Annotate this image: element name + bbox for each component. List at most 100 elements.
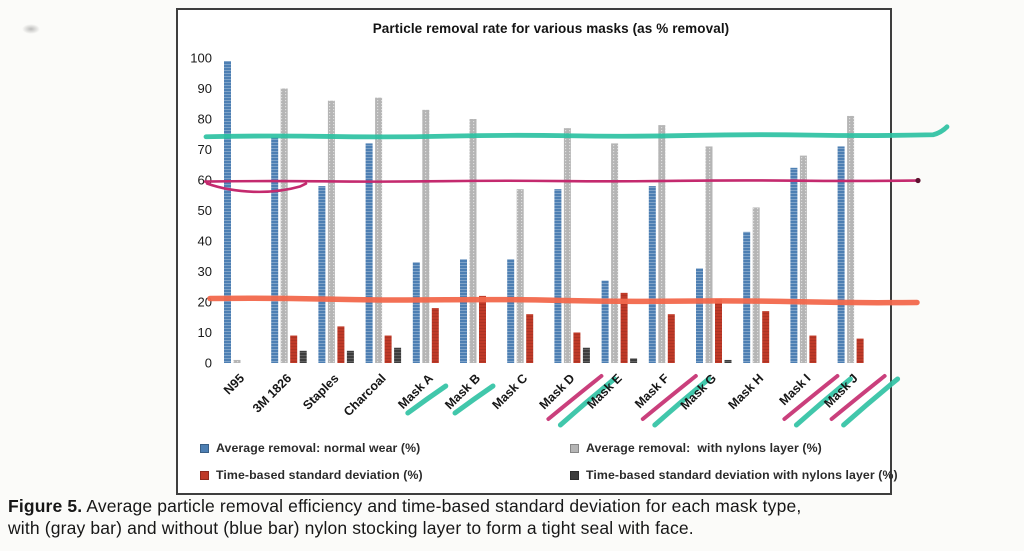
bar xyxy=(658,125,666,363)
bar xyxy=(743,231,751,363)
bar xyxy=(224,61,231,364)
bar xyxy=(375,97,383,364)
bar xyxy=(384,335,392,363)
bar xyxy=(573,332,581,363)
teal-underline-mark xyxy=(405,383,449,416)
x-axis-category-label: Mask E xyxy=(584,371,624,411)
x-axis-category-label: Mask J xyxy=(821,371,860,410)
legend-label: Time-based standard deviation with nylon… xyxy=(586,468,898,482)
legend-item-with-nylons: Average removal: with nylons layer (%) xyxy=(570,441,822,455)
teal-underline-mark xyxy=(452,383,496,416)
bar xyxy=(346,350,354,363)
bar xyxy=(847,115,855,363)
x-axis-category-label: 3M 1826 xyxy=(250,371,294,415)
bar xyxy=(790,167,798,363)
legend-label: Time-based standard deviation (%) xyxy=(216,468,423,482)
bar xyxy=(611,143,619,363)
x-axis-category-label: Staples xyxy=(300,371,341,412)
bar xyxy=(460,259,467,363)
legend-swatch-gray-icon xyxy=(570,443,579,453)
teal-marker-line xyxy=(203,124,950,140)
legend-item-std-deviation-nylons: Time-based standard deviation with nylon… xyxy=(570,468,898,482)
bar xyxy=(337,326,345,363)
bar xyxy=(394,347,402,363)
x-axis-category-label: Mask G xyxy=(678,371,719,412)
bar xyxy=(431,308,439,363)
bar xyxy=(290,335,298,363)
teal-underline-mark xyxy=(841,376,901,428)
y-axis-tick-label: 10 xyxy=(198,325,212,340)
bar xyxy=(327,100,335,363)
bar xyxy=(563,128,571,363)
bar xyxy=(696,268,703,363)
x-axis-category-label: Mask D xyxy=(537,371,578,412)
bar xyxy=(799,155,807,363)
bar xyxy=(412,262,420,363)
bar xyxy=(299,350,307,363)
x-axis-category-label: Mask F xyxy=(632,371,672,411)
bar xyxy=(582,347,590,363)
bar xyxy=(601,280,609,363)
y-axis-tick-label: 30 xyxy=(198,264,212,279)
legend-item-std-deviation: Time-based standard deviation (%) xyxy=(200,468,423,482)
bar xyxy=(280,88,288,363)
figure-caption-line2: with (gray bar) and without (blue bar) n… xyxy=(8,518,694,538)
bar xyxy=(526,314,534,363)
x-axis-category-label: Mask C xyxy=(489,371,530,412)
scan-smudge xyxy=(22,24,40,34)
bar xyxy=(507,259,515,363)
bar xyxy=(479,295,486,363)
figure-caption: Figure 5. Average particle removal effic… xyxy=(8,495,1021,539)
x-axis-category-label: Mask I xyxy=(777,371,814,408)
bar xyxy=(752,207,760,363)
teal-underline-mark xyxy=(652,376,712,428)
figure-caption-label: Figure 5. xyxy=(8,496,83,516)
bar xyxy=(715,298,722,363)
y-axis-tick-label: 0 xyxy=(205,356,212,371)
teal-underline-mark xyxy=(793,376,853,428)
y-axis-tick-label: 70 xyxy=(198,142,212,157)
magenta-marker-loop xyxy=(205,182,308,194)
bar xyxy=(469,119,477,363)
y-axis-tick-label: 80 xyxy=(198,112,212,127)
bar xyxy=(516,189,524,363)
y-axis-tick-label: 40 xyxy=(198,234,212,249)
legend-swatch-red-icon xyxy=(200,470,209,480)
bar xyxy=(705,146,713,363)
bar xyxy=(554,189,562,363)
magenta-underline-mark xyxy=(546,374,604,421)
bar xyxy=(630,358,638,363)
bar xyxy=(856,338,864,363)
x-axis-category-label: N95 xyxy=(221,371,247,397)
chart-title: Particle removal rate for various masks … xyxy=(372,21,730,36)
magenta-marker-line xyxy=(203,179,918,183)
magenta-underline-mark xyxy=(640,374,698,421)
bar xyxy=(724,359,732,363)
orange-marker-line xyxy=(207,295,920,306)
y-axis-tick-label: 90 xyxy=(198,81,212,96)
bar xyxy=(233,359,241,363)
bar xyxy=(762,311,770,363)
figure-caption-line1: Average particle removal efficiency and … xyxy=(82,496,802,516)
magenta-marker-end-dot xyxy=(915,177,921,184)
bar xyxy=(620,292,628,363)
teal-underline-mark xyxy=(557,376,617,428)
bar xyxy=(271,137,279,363)
x-axis-category-label: Charcoal xyxy=(341,371,389,419)
y-axis-tick-label: 100 xyxy=(190,51,212,66)
legend-swatch-blue-icon xyxy=(200,443,209,453)
magenta-underline-mark xyxy=(782,374,840,421)
y-axis-tick-label: 50 xyxy=(198,203,212,218)
bar xyxy=(422,109,430,363)
bar xyxy=(318,186,326,363)
legend-label: Average removal: normal wear (%) xyxy=(216,441,421,455)
magenta-underline-mark xyxy=(829,374,887,421)
bar xyxy=(667,314,675,363)
bar xyxy=(837,146,845,363)
bar xyxy=(809,335,817,363)
legend-swatch-dark-icon xyxy=(570,470,579,480)
bar xyxy=(365,143,373,363)
legend-item-normal-wear: Average removal: normal wear (%) xyxy=(200,441,420,455)
